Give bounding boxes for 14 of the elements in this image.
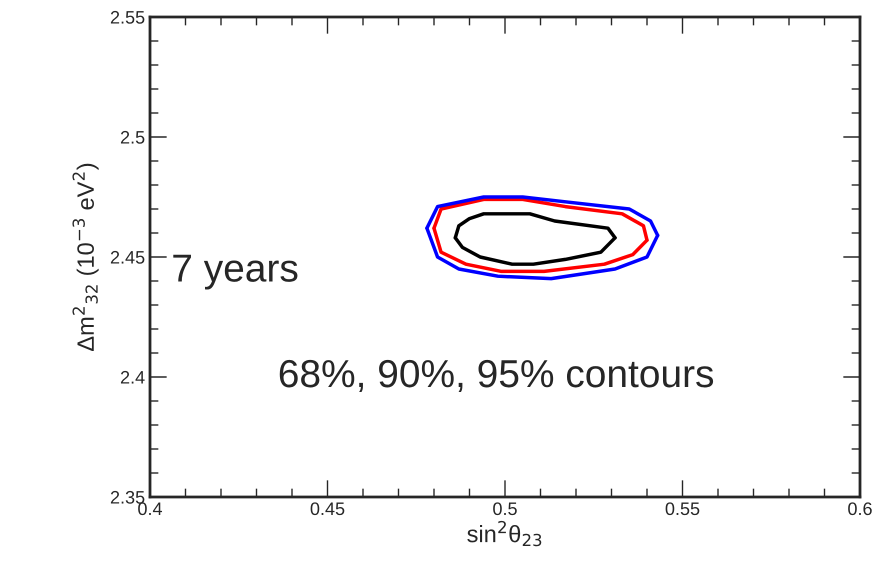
y-tick-label: 2.4 [120, 370, 145, 384]
y-tick-label: 2.5 [120, 130, 144, 144]
y-tick-label: 2.35 [110, 490, 144, 504]
x-axis-title: sin$^{2}$θ$_{23}$ [467, 520, 542, 546]
y-tick-label: 2.45 [110, 250, 144, 264]
x-tick-label: 0.6 [848, 502, 872, 516]
annotation: 68%, 90%, 95% contours [280, 360, 714, 392]
y-tick-label: 2.55 [110, 10, 144, 24]
x-tick-label: 0.45 [310, 502, 344, 516]
x-tick-label: 0.55 [666, 502, 700, 516]
annotation: 7 years [173, 254, 298, 290]
y-axis-title: Δm$^{2}$$_{32}$ (10$^{−3}$ eV$^{2}$) [72, 164, 99, 351]
x-tick-label: 0.4 [138, 502, 162, 516]
x-tick-label: 0.5 [493, 502, 517, 516]
